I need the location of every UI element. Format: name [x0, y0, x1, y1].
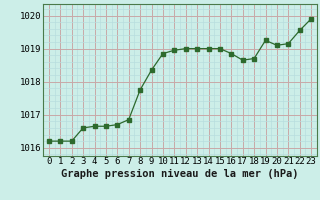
X-axis label: Graphe pression niveau de la mer (hPa): Graphe pression niveau de la mer (hPa) [61, 169, 299, 179]
